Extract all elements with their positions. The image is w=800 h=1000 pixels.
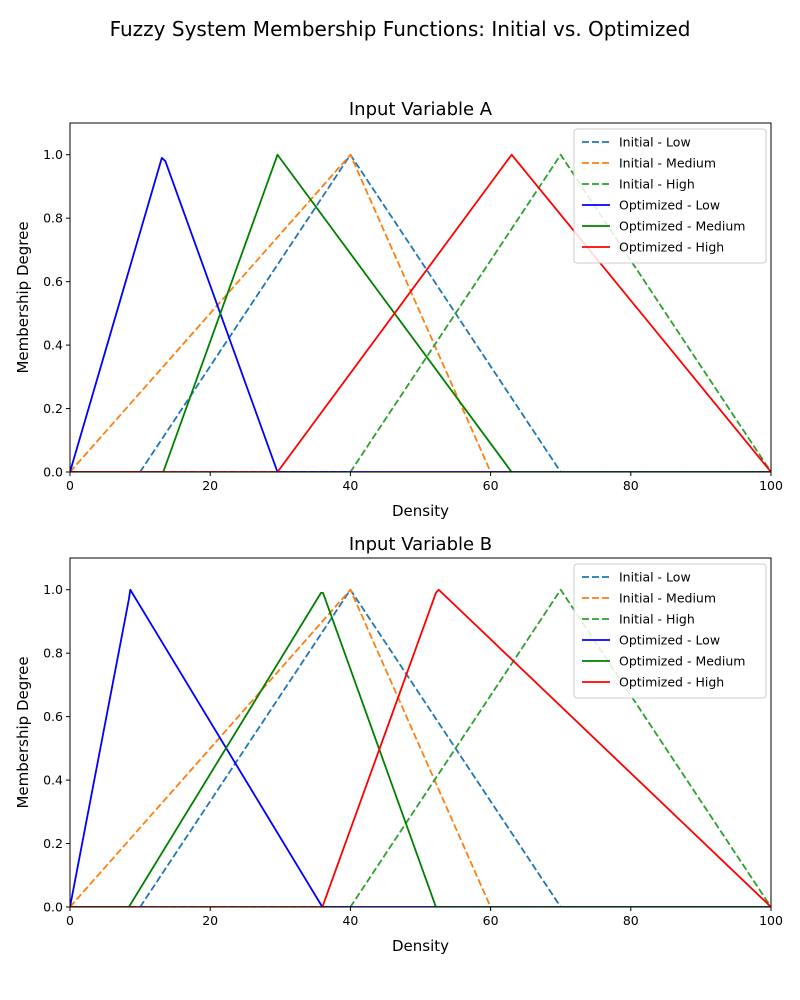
legend-label: Optimized - Medium — [619, 654, 745, 669]
axes-frame — [69, 122, 772, 473]
series-line-optimized-high — [70, 153, 771, 472]
legend-label: Initial - High — [619, 612, 695, 627]
legend-label: Optimized - Medium — [619, 219, 745, 234]
legend: Initial - Low Initial - Medium Initial - H… — [573, 128, 767, 264]
x-tick-label: 100 — [759, 478, 783, 493]
chart-title: Input Variable A — [349, 99, 493, 120]
x-tick-label: 0 — [66, 913, 74, 928]
axes-frame — [69, 557, 772, 908]
x-tick-label: 40 — [342, 478, 358, 493]
series-line-optimized-low — [70, 588, 771, 907]
x-tick-label: 60 — [483, 478, 499, 493]
x-tick-label: 40 — [342, 913, 358, 928]
y-tick-label: 0.6 — [43, 709, 63, 724]
figure-title: Fuzzy System Membership Functions: Initi… — [110, 17, 691, 41]
legend-box — [573, 563, 767, 699]
legend-label: Optimized - High — [619, 675, 724, 690]
legend-label: Initial - High — [619, 177, 695, 192]
y-axis-label: Membership Degree — [14, 221, 32, 373]
y-tick-label: 0.2 — [43, 836, 63, 851]
x-tick-label: 0 — [66, 478, 74, 493]
y-axis-label: Membership Degree — [14, 656, 32, 808]
legend-box — [573, 128, 767, 264]
legend-label: Initial - Low — [619, 570, 691, 585]
chart-title: Input Variable B — [349, 534, 492, 555]
legend-label: Initial - Medium — [619, 591, 716, 606]
legend-label: Initial - Low — [619, 135, 691, 150]
x-tick-label: 20 — [202, 478, 218, 493]
y-tick-label: 0.4 — [43, 338, 63, 353]
chart-panel-2: Input Variable B 0 20 40 60 80 100 0.0 0.2 0.4 0.6… — [14, 534, 783, 955]
series-line-initial-high — [70, 153, 771, 472]
x-axis-label: Density — [392, 502, 449, 520]
x-tick-label: 100 — [759, 913, 783, 928]
x-axis-label: Density — [392, 937, 449, 955]
x-tick-label: 80 — [623, 913, 639, 928]
series-line-initial-medium — [70, 588, 771, 907]
x-tick-label: 20 — [202, 913, 218, 928]
x-tick-label: 80 — [623, 478, 639, 493]
x-tick-label: 60 — [483, 913, 499, 928]
y-tick-label: 0.0 — [43, 900, 63, 915]
y-tick-label: 0.8 — [43, 211, 63, 226]
legend-label: Optimized - Low — [619, 198, 720, 213]
series-line-initial-high — [70, 588, 771, 907]
y-tick-label: 1.0 — [43, 582, 63, 597]
y-tick-label: 0.0 — [43, 465, 63, 480]
legend-label: Initial - Medium — [619, 156, 716, 171]
y-tick-label: 0.6 — [43, 274, 63, 289]
y-tick-label: 0.2 — [43, 401, 63, 416]
series-line-optimized-high — [70, 588, 771, 907]
series-line-optimized-medium — [70, 153, 771, 472]
y-tick-label: 0.4 — [43, 773, 63, 788]
series-line-optimized-low — [70, 156, 771, 472]
series-line-initial-medium — [70, 153, 771, 472]
legend-label: Optimized - High — [619, 240, 724, 255]
y-tick-label: 0.8 — [43, 646, 63, 661]
chart-panel-1: Input Variable A 0 20 40 60 80 100 0.0 0.2 0.4 0.6… — [14, 99, 783, 520]
legend-label: Optimized - Low — [619, 633, 720, 648]
y-tick-label: 1.0 — [43, 147, 63, 162]
series-line-optimized-medium — [70, 592, 771, 907]
legend: Initial - Low Initial - Medium Initial - H… — [573, 563, 767, 699]
